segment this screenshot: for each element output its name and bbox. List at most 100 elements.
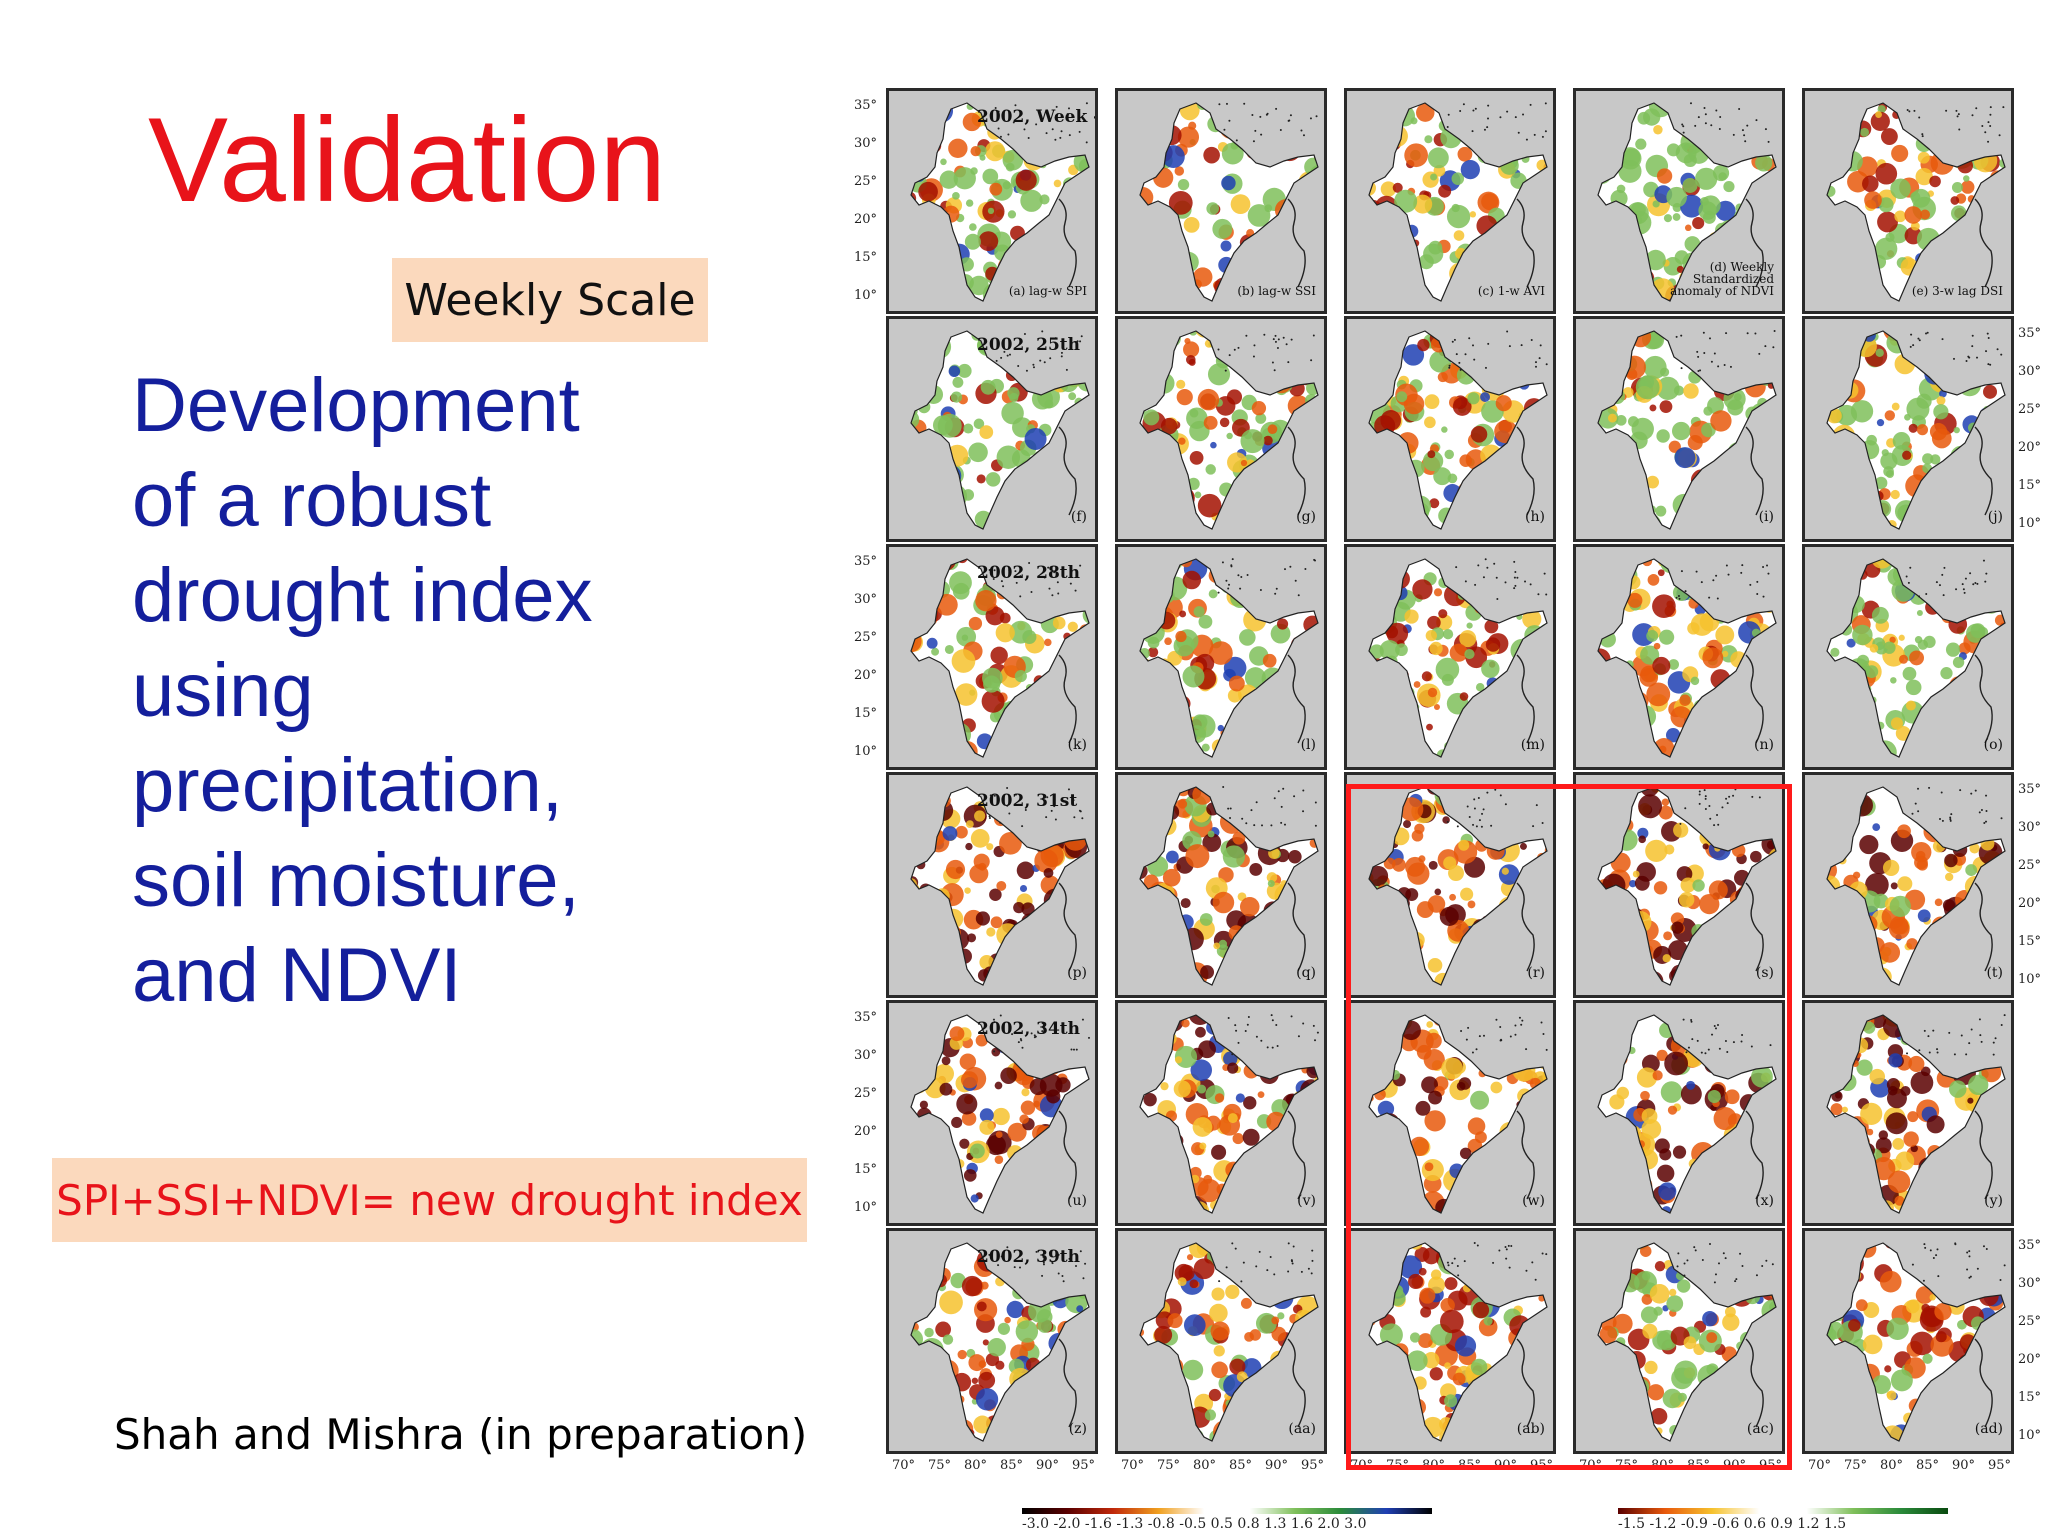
slide-body-text: Development of a robust drought index us… <box>132 358 692 1023</box>
drought-map-panel: (n) <box>1573 544 1785 770</box>
colorbar-right-labels: -1.5 -1.2 -0.9 -0.6 0.6 0.9 1.2 1.5 <box>1618 1516 1847 1532</box>
panel-label: (x) <box>1755 1193 1774 1209</box>
latitude-tick-label: 30° <box>854 1048 878 1063</box>
panel-label: (d) Weekly Standardized anomaly of NDVI <box>1670 260 1774 298</box>
india-map <box>1139 558 1319 758</box>
drought-map-panel: (j) <box>1802 316 2014 542</box>
latitude-tick-label: 35° <box>2018 782 2042 797</box>
india-map <box>1826 102 2006 302</box>
panel-label: (r) <box>1527 965 1545 981</box>
latitude-tick-label: 10° <box>2018 972 2042 987</box>
longitude-tick-label: 85° <box>1916 1458 1940 1473</box>
drought-map-panel: (b) lag-w SSI <box>1115 88 1327 314</box>
latitude-tick-label: 25° <box>854 1086 878 1101</box>
latitude-tick-label: 10° <box>2018 1428 2042 1443</box>
colorbar-right <box>1618 1508 1948 1514</box>
longitude-tick-label: 70° <box>892 1458 916 1473</box>
latitude-tick-label: 15° <box>854 1162 878 1177</box>
latitude-tick-label: 35° <box>854 98 878 113</box>
longitude-tick-label: 80° <box>1880 1458 1904 1473</box>
panel-label: (o) <box>1983 737 2003 753</box>
drought-map-panel: (c) 1-w AVI <box>1344 88 1556 314</box>
drought-map-panel: (v) <box>1115 1000 1327 1226</box>
latitude-tick-label: 20° <box>854 668 878 683</box>
longitude-tick-label: 90° <box>1952 1458 1976 1473</box>
india-map <box>1826 330 2006 530</box>
india-map <box>1597 786 1777 986</box>
drought-map-panel: (s) <box>1573 772 1785 998</box>
india-map <box>1597 1242 1777 1442</box>
slide-title: Validation <box>148 93 667 227</box>
latitude-tick-label: 30° <box>2018 820 2042 835</box>
panel-label: (n) <box>1754 737 1774 753</box>
week-label: 2002, 39th <box>977 1247 1081 1267</box>
india-map <box>1826 786 2006 986</box>
latitude-tick-label: 25° <box>854 630 878 645</box>
latitude-tick-label: 15° <box>854 250 878 265</box>
panel-label: (w) <box>1522 1193 1545 1209</box>
latitude-tick-label: 20° <box>854 212 878 227</box>
week-label: 2002, 25th <box>977 335 1081 355</box>
panel-label: (z) <box>1068 1421 1087 1437</box>
panel-label: (ab) <box>1516 1421 1545 1437</box>
india-map <box>1597 102 1777 302</box>
latitude-tick-label: 25° <box>2018 402 2042 417</box>
longitude-tick-label: 75° <box>1157 1458 1181 1473</box>
colorbar-left-labels: -3.0 -2.0 -1.6 -1.3 -0.8 -0.5 0.5 0.8 1.… <box>1022 1516 1367 1532</box>
body-line: drought index <box>132 553 593 638</box>
panel-label: (q) <box>1296 965 1316 981</box>
india-map <box>1826 1242 2006 1442</box>
longitude-tick-label: 80° <box>1193 1458 1217 1473</box>
latitude-tick-label: 25° <box>854 174 878 189</box>
longitude-tick-label: 75° <box>928 1458 952 1473</box>
india-map <box>910 786 1090 986</box>
latitude-tick-label: 20° <box>2018 896 2042 911</box>
india-map <box>1597 558 1777 758</box>
india-map <box>1139 330 1319 530</box>
latitude-tick-label: 15° <box>854 706 878 721</box>
india-map <box>1139 1242 1319 1442</box>
india-map <box>1139 102 1319 302</box>
panel-label: (s) <box>1755 965 1774 981</box>
drought-map-panel: (e) 3-w lag DSI <box>1802 88 2014 314</box>
week-label: 2002, 31st <box>977 791 1078 811</box>
drought-map-panel: (y) <box>1802 1000 2014 1226</box>
panel-label: (aa) <box>1288 1421 1316 1437</box>
latitude-tick-label: 15° <box>2018 478 2042 493</box>
panel-label: (u) <box>1067 1193 1087 1209</box>
latitude-tick-label: 30° <box>2018 364 2042 379</box>
panel-label: (ac) <box>1746 1421 1774 1437</box>
latitude-tick-label: 20° <box>2018 1352 2042 1367</box>
drought-map-panel: (r) <box>1344 772 1556 998</box>
body-line: using <box>132 648 314 733</box>
drought-map-panel: (ab) <box>1344 1228 1556 1454</box>
longitude-tick-label: 75° <box>1844 1458 1868 1473</box>
citation-text: Shah and Mishra (in preparation) <box>114 1410 808 1459</box>
latitude-tick-label: 10° <box>854 744 878 759</box>
longitude-tick-label: 90° <box>1265 1458 1289 1473</box>
body-line: of a robust <box>132 458 492 543</box>
india-map <box>1139 786 1319 986</box>
drought-map-panel: (o) <box>1802 544 2014 770</box>
latitude-tick-label: 15° <box>2018 934 2042 949</box>
panel-label: (b) lag-w SSI <box>1237 284 1316 298</box>
panel-label: (e) 3-w lag DSI <box>1911 284 2003 298</box>
drought-map-panel: (ad) <box>1802 1228 2014 1454</box>
latitude-tick-label: 20° <box>2018 440 2042 455</box>
latitude-tick-label: 10° <box>854 288 878 303</box>
longitude-tick-label: 95° <box>1072 1458 1096 1473</box>
latitude-tick-label: 10° <box>854 1200 878 1215</box>
latitude-tick-label: 30° <box>2018 1276 2042 1291</box>
longitude-tick-label: 95° <box>1301 1458 1325 1473</box>
india-map <box>1826 1014 2006 1214</box>
drought-map-panel: 2002, 39th (z) <box>886 1228 1098 1454</box>
india-map <box>910 558 1090 758</box>
india-map <box>1139 1014 1319 1214</box>
weekly-scale-badge: Weekly Scale <box>392 258 708 342</box>
longitude-tick-label: 90° <box>1036 1458 1060 1473</box>
week-label: 2002, 34th <box>977 1019 1081 1039</box>
drought-map-panel: (x) <box>1573 1000 1785 1226</box>
body-line: soil moisture, <box>132 838 580 923</box>
drought-map-panel: (q) <box>1115 772 1327 998</box>
india-map <box>1368 102 1548 302</box>
